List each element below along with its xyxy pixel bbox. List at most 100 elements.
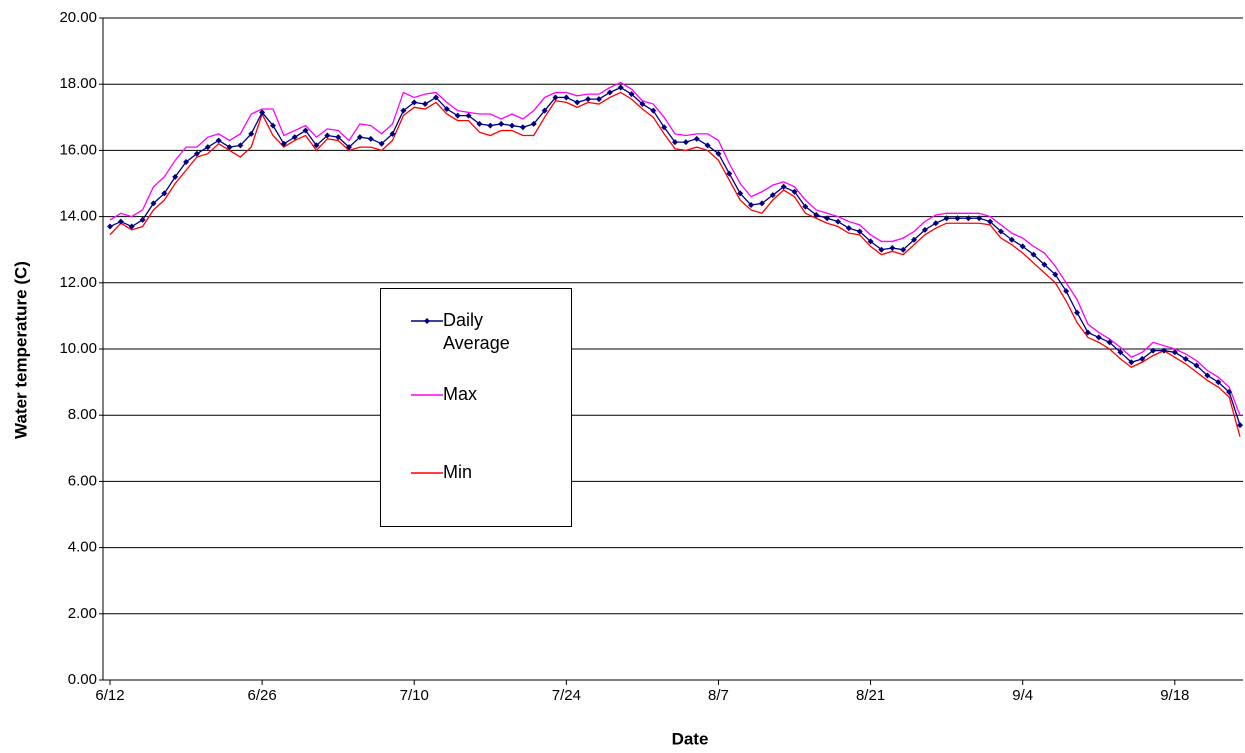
data-point (606, 89, 613, 96)
y-tick-label: 18.00 (59, 75, 97, 92)
legend-label: Min (443, 462, 473, 482)
data-point (1171, 349, 1178, 356)
x-tick-label: 6/12 (95, 687, 124, 704)
data-point (813, 211, 820, 218)
data-point (215, 137, 222, 144)
data-point (932, 220, 939, 227)
data-point (791, 188, 798, 195)
y-tick-label: 4.00 (68, 539, 97, 556)
data-point (1128, 359, 1135, 366)
data-point (313, 142, 320, 149)
data-point (1030, 251, 1037, 258)
data-point (1193, 362, 1200, 369)
data-point (1139, 355, 1146, 362)
legend-item: Daily Average (411, 309, 553, 355)
data-point (824, 215, 831, 222)
legend-label: Daily Average (443, 310, 510, 353)
data-point (269, 122, 276, 129)
y-axis-title: Water temperature (C) (11, 261, 30, 439)
data-point (943, 215, 950, 222)
legend-item: Min (411, 461, 553, 484)
data-point (889, 245, 896, 252)
data-point (1215, 379, 1222, 386)
series-line (109, 91, 1241, 437)
data-point (1041, 261, 1048, 268)
data-point (1074, 309, 1081, 316)
data-point (291, 134, 298, 141)
data-point (432, 94, 439, 101)
data-point (204, 144, 211, 151)
data-point (193, 150, 200, 157)
legend-label: Max (443, 384, 478, 404)
data-point (650, 107, 657, 114)
data-point (150, 200, 157, 207)
data-point (1063, 288, 1070, 295)
data-point (367, 135, 374, 142)
legend-swatch (411, 318, 443, 324)
data-point (139, 216, 146, 223)
y-tick-label: 6.00 (68, 472, 97, 489)
x-tick-label: 7/10 (400, 687, 429, 704)
data-point (693, 135, 700, 142)
data-point (161, 190, 168, 197)
data-point (574, 99, 581, 106)
data-point (1150, 347, 1157, 354)
data-point (965, 215, 972, 222)
data-point (758, 200, 765, 207)
data-point (335, 134, 342, 141)
data-point (1084, 329, 1091, 336)
data-point (183, 158, 190, 165)
data-point (454, 112, 461, 119)
data-point (476, 120, 483, 127)
data-point (552, 94, 559, 101)
data-point (172, 173, 179, 180)
x-tick-label: 8/21 (856, 687, 885, 704)
x-tick-label: 7/24 (552, 687, 581, 704)
data-point (737, 190, 744, 197)
data-point (856, 228, 863, 235)
data-point (1117, 349, 1124, 356)
data-point (128, 223, 135, 230)
series-line (109, 86, 1241, 426)
data-point (911, 236, 918, 243)
data-point (324, 132, 331, 139)
data-point (1106, 339, 1113, 346)
data-point (595, 96, 602, 103)
data-point (1052, 271, 1059, 278)
x-tick-label: 6/26 (248, 687, 277, 704)
data-point (465, 112, 472, 119)
data-point (672, 139, 678, 146)
data-point (1095, 334, 1102, 341)
x-tick-label: 9/4 (1012, 687, 1033, 704)
data-point (248, 130, 255, 137)
x-tick-label: 9/18 (1160, 687, 1189, 704)
y-tick-label: 8.00 (68, 406, 97, 423)
y-tick-label: 12.00 (59, 274, 97, 291)
data-point (834, 218, 841, 225)
data-point (346, 144, 353, 151)
data-point (585, 96, 592, 103)
data-point (1008, 236, 1015, 243)
legend-item: Max (411, 383, 553, 406)
data-point (1204, 372, 1211, 379)
data-point (422, 101, 429, 108)
y-tick-label: 10.00 (59, 340, 97, 357)
data-point (1226, 389, 1233, 396)
data-point (498, 120, 505, 127)
data-point (715, 150, 722, 157)
data-point (954, 215, 961, 222)
data-point (117, 218, 124, 225)
data-point (769, 192, 776, 199)
y-tick-label: 0.00 (68, 671, 97, 688)
data-point (921, 226, 928, 233)
data-point (107, 223, 113, 230)
data-point (802, 203, 809, 210)
data-point (563, 94, 570, 101)
x-tick-label: 8/7 (708, 687, 729, 704)
data-point (748, 202, 755, 209)
data-point (726, 170, 733, 177)
data-point (280, 140, 287, 147)
legend: Daily Average Max Min (380, 288, 572, 527)
y-tick-label: 14.00 (59, 208, 97, 225)
